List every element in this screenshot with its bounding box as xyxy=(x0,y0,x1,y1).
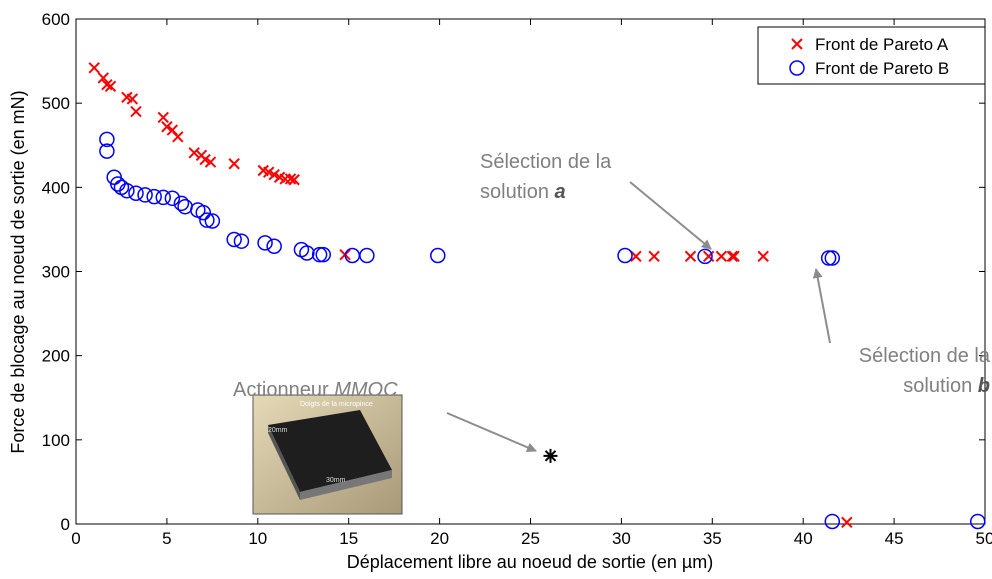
point-x xyxy=(130,105,142,118)
photo-label: 30mm xyxy=(326,477,346,484)
point-x xyxy=(172,131,184,143)
point-x xyxy=(726,250,739,263)
x-tick-label: 35 xyxy=(703,529,722,548)
point-o xyxy=(824,513,841,530)
point-x xyxy=(104,80,117,93)
y-tick-label: 100 xyxy=(42,431,70,450)
point-x xyxy=(188,147,200,159)
y-tick-label: 500 xyxy=(42,94,70,113)
annotation-emphasis: MMOC xyxy=(334,379,398,401)
annotation: Sélection de la xyxy=(480,151,612,173)
annotation-text: solution xyxy=(903,375,972,397)
annotation-arrow xyxy=(629,181,712,250)
point-o xyxy=(119,182,135,199)
point-o xyxy=(969,513,986,530)
point-o xyxy=(195,204,212,221)
x-tick-label: 40 xyxy=(794,529,813,548)
point-o xyxy=(155,189,172,206)
chip-front xyxy=(300,470,392,500)
point-o xyxy=(311,246,328,263)
point-x xyxy=(728,250,740,263)
x-tick-label: 45 xyxy=(885,529,904,548)
x-tick-label: 0 xyxy=(71,529,80,548)
legend-label: Front de Pareto A xyxy=(815,35,949,54)
annotation-emphasis: b xyxy=(978,375,990,397)
legend-marker xyxy=(789,60,805,76)
y-tick-label: 400 xyxy=(42,178,70,197)
x-tick-label: 50 xyxy=(976,529,992,548)
point-x xyxy=(288,174,300,186)
y-axis-label: Force de blocage au noeud de sortie (en … xyxy=(8,90,28,453)
point-o xyxy=(359,247,375,264)
point-x xyxy=(284,173,297,185)
point-o xyxy=(128,185,144,201)
point-o xyxy=(99,131,115,148)
legend-marker xyxy=(791,38,803,50)
annotation: Actionneur MMOC xyxy=(233,379,398,401)
point-o xyxy=(315,246,331,263)
x-tick-label: 30 xyxy=(612,529,631,548)
annotation-text: solution xyxy=(480,181,549,203)
annotation-arrow xyxy=(812,268,831,344)
point-x xyxy=(684,250,697,263)
annotation-text: Actionneur xyxy=(233,379,329,401)
point-x xyxy=(715,250,728,263)
annotation-emphasis: a xyxy=(555,181,566,203)
annotation-text: Sélection de la xyxy=(480,151,612,173)
point-o xyxy=(430,247,446,264)
y-tick-label: 0 xyxy=(61,515,70,534)
point-asterisk xyxy=(543,448,558,463)
annotation: solution a xyxy=(480,181,566,203)
point-o xyxy=(299,245,315,261)
y-tick-label: 600 xyxy=(42,10,70,29)
point-x xyxy=(630,250,642,263)
annotation-arrow xyxy=(446,412,537,453)
point-o xyxy=(204,213,221,229)
point-x xyxy=(204,156,217,168)
point-x xyxy=(126,93,139,105)
x-tick-label: 5 xyxy=(162,529,171,548)
photo-inset: Doigts de la micropince 20mm 30mm xyxy=(252,394,403,515)
x-tick-label: 25 xyxy=(521,529,540,548)
point-x xyxy=(757,250,769,263)
point-o xyxy=(226,231,242,248)
point-o xyxy=(173,195,190,212)
y-tick-label: 300 xyxy=(42,263,70,282)
point-o xyxy=(697,248,713,265)
x-axis-label: Déplacement libre au noeud de sortie (en… xyxy=(347,552,714,572)
photo-label: Doigts de la micropince xyxy=(300,401,373,408)
chip xyxy=(268,410,392,492)
point-o xyxy=(820,250,837,266)
point-o xyxy=(257,235,273,251)
x-tick-label: 10 xyxy=(248,529,267,548)
legend-label: Front de Pareto B xyxy=(815,59,949,78)
annotation-text: Sélection de la xyxy=(859,345,991,367)
point-x xyxy=(157,111,169,124)
annotation: solution b xyxy=(903,375,990,397)
point-o xyxy=(617,247,633,264)
point-x xyxy=(841,516,853,529)
point-x xyxy=(648,250,660,263)
photo-label: 20mm xyxy=(268,427,288,434)
point-o xyxy=(199,212,215,228)
point-o xyxy=(146,188,162,205)
y-tick-label: 200 xyxy=(42,347,70,366)
point-o xyxy=(266,238,282,254)
annotation: Sélection de la xyxy=(859,345,991,367)
plot-area xyxy=(75,18,986,525)
point-o xyxy=(824,250,841,266)
point-o xyxy=(137,187,153,203)
x-tick-label: 20 xyxy=(430,529,449,548)
point-o xyxy=(99,143,115,159)
x-tick-label: 15 xyxy=(339,529,358,548)
point-x xyxy=(161,121,173,133)
point-x xyxy=(228,158,240,170)
point-o xyxy=(233,233,250,249)
chip-side xyxy=(268,425,300,500)
point-x xyxy=(88,62,100,74)
point-o xyxy=(164,190,181,207)
